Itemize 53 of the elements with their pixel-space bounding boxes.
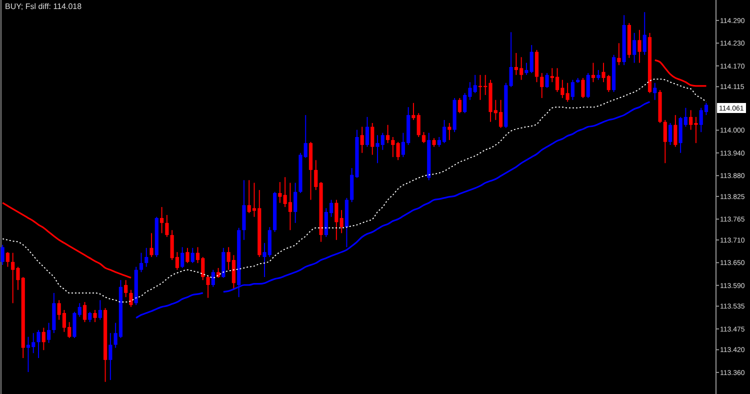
candlestick [653, 82, 657, 100]
candlestick [545, 72, 549, 88]
candlestick [6, 252, 10, 268]
chart-title: BUY; Fsl diff: 114.018 [5, 2, 82, 11]
candlestick [36, 330, 40, 359]
candlestick [46, 322, 51, 344]
candlestick [98, 300, 102, 320]
candlestick [581, 77, 585, 99]
candlestick [124, 280, 128, 298]
candlestick [642, 12, 646, 56]
candlestick [0, 244, 4, 266]
candlestick [386, 124, 390, 144]
candlestick [334, 199, 338, 240]
candlestick [82, 302, 87, 323]
candlestick [458, 98, 462, 114]
candlestick [396, 141, 400, 161]
candlestick [540, 72, 544, 99]
candlestick [88, 311, 92, 323]
candlestick [638, 29, 642, 64]
candlestick [294, 182, 298, 224]
candlestick [165, 214, 169, 238]
candlestick [144, 247, 148, 268]
candlestick [206, 274, 210, 298]
candlestick [591, 62, 596, 83]
candlestick [674, 114, 678, 148]
candlestick [596, 70, 600, 80]
candlestick [190, 247, 194, 264]
candlestick [186, 247, 190, 264]
candlestick [340, 210, 344, 234]
candlestick [160, 206, 164, 234]
candlestick [391, 136, 395, 158]
candlestick [586, 72, 590, 99]
candlestick [139, 252, 144, 273]
candlestick [663, 119, 667, 164]
candlestick [509, 32, 513, 88]
candlestick [365, 116, 370, 148]
candlestick [422, 132, 426, 144]
candlestick [570, 79, 574, 100]
candlestick [180, 246, 184, 268]
candlestick [632, 32, 636, 64]
candlestick [93, 309, 97, 323]
candlestick [108, 332, 112, 380]
candlestick [360, 126, 364, 154]
candlestick [370, 122, 374, 156]
candlestick [617, 42, 621, 66]
candlestick [42, 327, 46, 351]
candlestick [566, 82, 570, 102]
candlestick [150, 232, 154, 258]
candlestick [278, 182, 282, 204]
candlestick [211, 269, 215, 288]
candlestick [668, 122, 672, 146]
candlestick [448, 122, 452, 141]
candlestick [129, 289, 133, 308]
